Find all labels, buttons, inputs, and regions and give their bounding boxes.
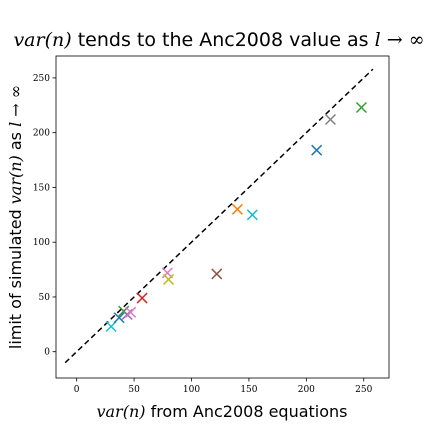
y-axis-label: limit of simulated var(n) as l → ∞ (6, 85, 25, 349)
scatter-points (105, 101, 367, 333)
data-point-stroke (324, 113, 336, 126)
data-point-stroke (355, 101, 367, 114)
y-tick-label: 100 (33, 238, 50, 248)
data-point (231, 203, 243, 215)
data-point (246, 209, 258, 221)
y-tick-label: 150 (33, 183, 50, 193)
data-point-stroke (311, 144, 323, 156)
data-point (324, 113, 336, 126)
data-point-stroke (231, 203, 243, 215)
data-point (163, 273, 175, 285)
data-point (355, 101, 367, 114)
chart-title-math-prefix: var(n) (13, 29, 71, 51)
data-point-stroke (161, 267, 173, 279)
y-tick-label: 250 (33, 74, 50, 84)
x-tick-label: 0 (74, 385, 80, 395)
data-point-stroke (163, 273, 175, 285)
data-point (113, 312, 125, 324)
x-axis-label-text: from Anc2008 equations (145, 402, 347, 421)
data-point (311, 144, 323, 156)
x-tick-label: 200 (298, 385, 315, 395)
data-point (125, 306, 137, 318)
data-point (211, 268, 223, 280)
y-axis-ticks: 0 50 100 150 200 250 (33, 74, 56, 358)
chart-title: var(n) tends to the Anc2008 value as l →… (13, 29, 424, 51)
x-tick-label: 50 (128, 385, 140, 395)
y-axis-label-prefix: limit of simulated (6, 204, 25, 349)
data-point (136, 292, 148, 304)
x-tick-label: 100 (183, 385, 200, 395)
chart-title-text: tends to the Anc2008 value as (72, 29, 375, 51)
data-point-stroke (125, 306, 137, 318)
y-tick-label: 200 (33, 129, 50, 139)
x-axis-ticks: 0 50 100 150 200 250 (74, 378, 373, 395)
x-tick-label: 250 (355, 385, 372, 395)
identity-reference-line (64, 68, 374, 364)
plot-area (55, 55, 390, 379)
data-point-stroke (246, 209, 258, 221)
chart-title-math-suffix: l → ∞ (375, 29, 425, 51)
y-tick-label: 0 (44, 348, 50, 358)
x-tick-label: 150 (240, 385, 257, 395)
y-tick-label: 50 (39, 293, 51, 303)
y-axis-label-math: var(n) (6, 155, 25, 204)
x-axis-label-math: var(n) (96, 402, 145, 421)
data-point (105, 320, 117, 333)
x-axis-label: var(n) from Anc2008 equations (96, 402, 347, 421)
y-axis-label-mid: as (6, 127, 25, 155)
data-point-stroke (211, 268, 223, 280)
data-point-stroke (136, 292, 148, 304)
data-point-stroke (113, 312, 125, 324)
data-point-stroke (105, 320, 117, 333)
y-axis-label-math-suffix: l → ∞ (6, 85, 25, 127)
